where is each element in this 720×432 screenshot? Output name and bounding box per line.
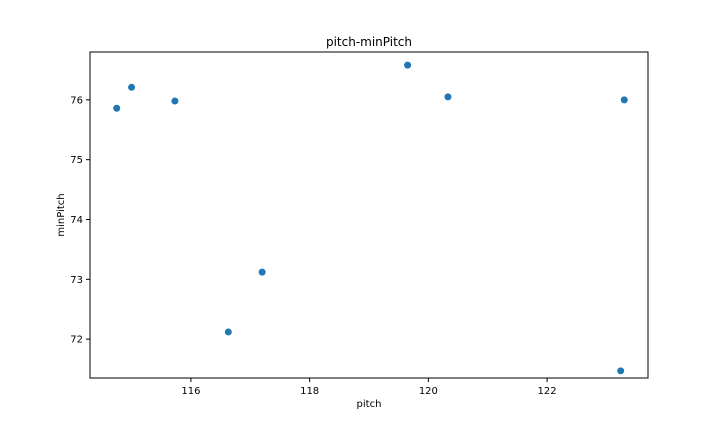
data-points: [113, 61, 628, 375]
x-tick-label: 116: [181, 386, 200, 397]
data-point: [224, 328, 232, 336]
y-tick-label: 73: [70, 275, 83, 286]
data-point: [444, 93, 452, 101]
x-tick-label: 120: [419, 386, 438, 397]
data-point: [617, 367, 625, 375]
x-axis: 116 118 120 122: [181, 378, 557, 397]
data-point: [258, 268, 266, 276]
y-tick-label: 74: [70, 215, 83, 226]
data-point: [404, 61, 412, 69]
x-tick-label: 122: [538, 386, 557, 397]
y-tick-label: 76: [70, 95, 83, 106]
x-tick-label: 118: [300, 386, 319, 397]
plot-frame: [89, 51, 649, 379]
y-axis-label: minPitch: [56, 193, 67, 236]
data-point: [620, 96, 628, 104]
chart-title: pitch-minPitch: [326, 35, 412, 49]
y-axis: 72 73 74 75 76: [70, 95, 90, 346]
data-point: [113, 104, 121, 112]
data-point: [128, 83, 136, 91]
y-tick-label: 72: [70, 335, 83, 346]
data-point: [171, 97, 179, 105]
y-tick-label: 75: [70, 155, 83, 166]
x-axis-label: pitch: [357, 399, 382, 410]
